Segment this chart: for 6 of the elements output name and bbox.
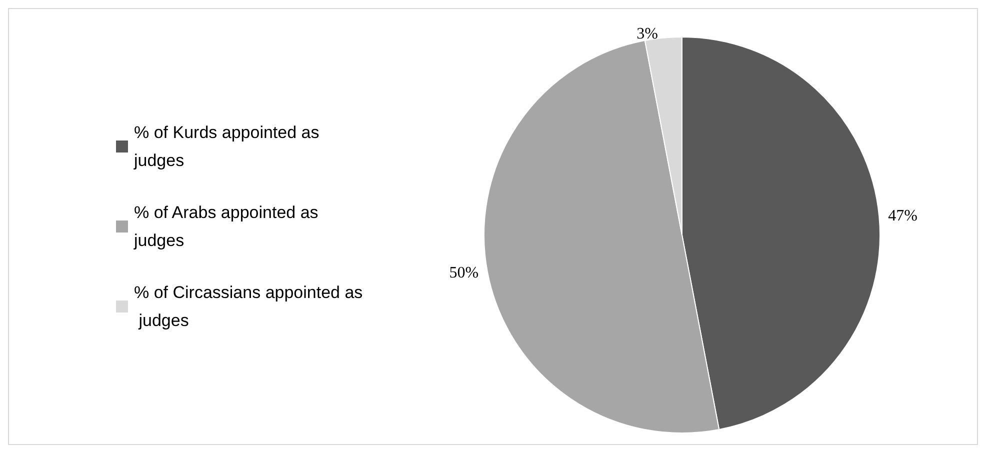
legend-label: % of Kurds appointed as judges: [133, 123, 324, 170]
data-label: 50%: [449, 264, 479, 282]
legend-label: % of Circassians appointed as judges: [134, 283, 363, 330]
data-label: 3%: [636, 25, 658, 42]
data-label: 47%: [888, 207, 918, 224]
legend-label: % of Arabs appointed as judges: [133, 203, 324, 250]
